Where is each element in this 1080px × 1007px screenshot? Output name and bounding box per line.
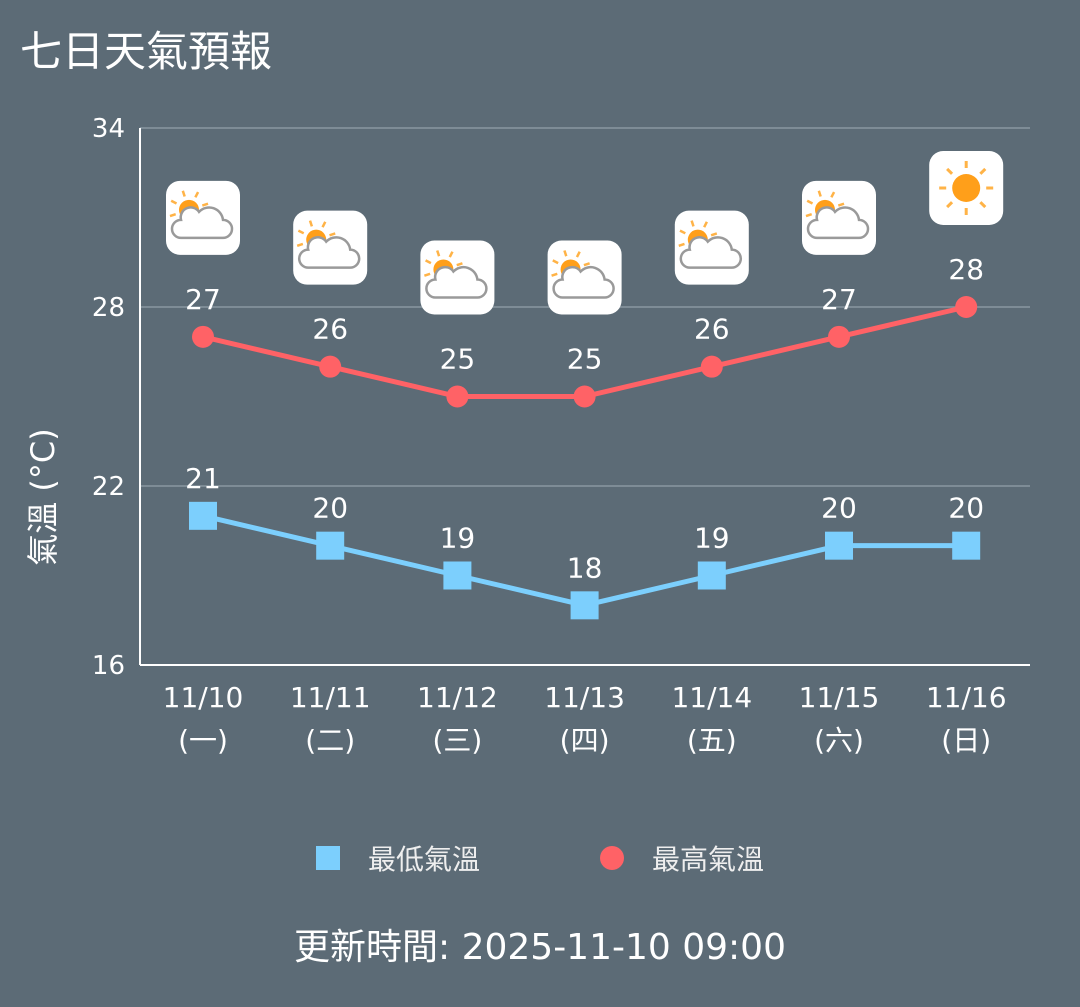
- y-tick-label: 28: [92, 293, 125, 323]
- page-title: 七日天氣預報: [20, 27, 273, 76]
- low-point: [825, 531, 853, 560]
- x-tick-label: 11/10: [163, 681, 244, 714]
- y-tick-label: 34: [92, 114, 125, 144]
- high-point: [319, 355, 342, 378]
- x-tick-label: 11/16: [926, 681, 1007, 714]
- circle-marker-icon: [600, 846, 624, 870]
- legend: 最低氣溫 最高氣溫: [0, 838, 1080, 878]
- data-label: 20: [948, 492, 984, 525]
- high-point: [828, 325, 850, 348]
- low-point: [952, 531, 981, 560]
- legend-item-low[interactable]: 最低氣溫: [315, 838, 480, 878]
- low-point: [189, 501, 217, 530]
- partly-cloudy-icon: [293, 210, 368, 285]
- high-point: [700, 355, 723, 378]
- x-tick-weekday: (二): [305, 724, 355, 757]
- sunny-icon: [929, 151, 1004, 225]
- partly-cloudy-icon: [674, 210, 749, 285]
- square-marker-icon: [315, 846, 340, 870]
- high-point: [192, 325, 214, 348]
- high-point: [446, 385, 469, 408]
- y-tick-label: 16: [92, 651, 125, 681]
- legend-label: 最低氣溫: [367, 843, 480, 876]
- partly-cloudy-icon: [802, 180, 876, 255]
- low-point: [570, 591, 599, 620]
- legend-item-high[interactable]: 最高氣溫: [600, 838, 764, 878]
- temperature-chart: 16 22 28 34 氣溫 (°C) 11/10 (一) 11/11 (二) 11/12 (三) 1…: [24, 114, 1030, 757]
- x-tick-weekday: (五): [687, 724, 737, 757]
- update-time: 更新時間: 2025-11-10 09:00: [294, 927, 786, 968]
- data-label: 25: [440, 343, 476, 376]
- data-label: 18: [567, 551, 603, 584]
- x-tick-weekday: (日): [941, 724, 991, 757]
- x-tick-label: 11/15: [799, 681, 880, 714]
- x-tick-label: 11/11: [290, 681, 371, 714]
- x-tick-label: 11/12: [417, 681, 498, 714]
- data-label: 26: [694, 313, 730, 346]
- x-tick-label: 11/13: [544, 681, 625, 714]
- x-tick-weekday: (六): [814, 724, 864, 757]
- data-label: 27: [185, 283, 221, 316]
- data-label: 19: [694, 522, 730, 555]
- low-point: [316, 531, 345, 560]
- data-label: 20: [821, 492, 857, 525]
- data-label: 25: [567, 343, 603, 376]
- y-tick-label: 22: [92, 472, 125, 502]
- partly-cloudy-icon: [166, 180, 240, 255]
- data-label: 19: [440, 522, 476, 555]
- x-tick-weekday: (三): [432, 724, 482, 757]
- low-point: [443, 561, 472, 590]
- partly-cloudy-icon: [547, 240, 622, 315]
- low-point: [697, 561, 726, 590]
- y-axis-title: 氣溫 (°C): [24, 428, 62, 566]
- high-point: [955, 296, 978, 318]
- legend-label: 最高氣溫: [652, 843, 765, 876]
- x-tick-weekday: (四): [560, 724, 610, 757]
- data-label: 27: [821, 283, 857, 316]
- data-label: 20: [312, 492, 348, 525]
- x-tick-weekday: (一): [178, 724, 228, 757]
- high-point: [573, 385, 596, 408]
- data-label: 28: [948, 253, 984, 286]
- partly-cloudy-icon: [420, 240, 495, 315]
- data-label: 21: [185, 462, 221, 495]
- data-label: 26: [312, 313, 348, 346]
- x-tick-label: 11/14: [671, 681, 752, 714]
